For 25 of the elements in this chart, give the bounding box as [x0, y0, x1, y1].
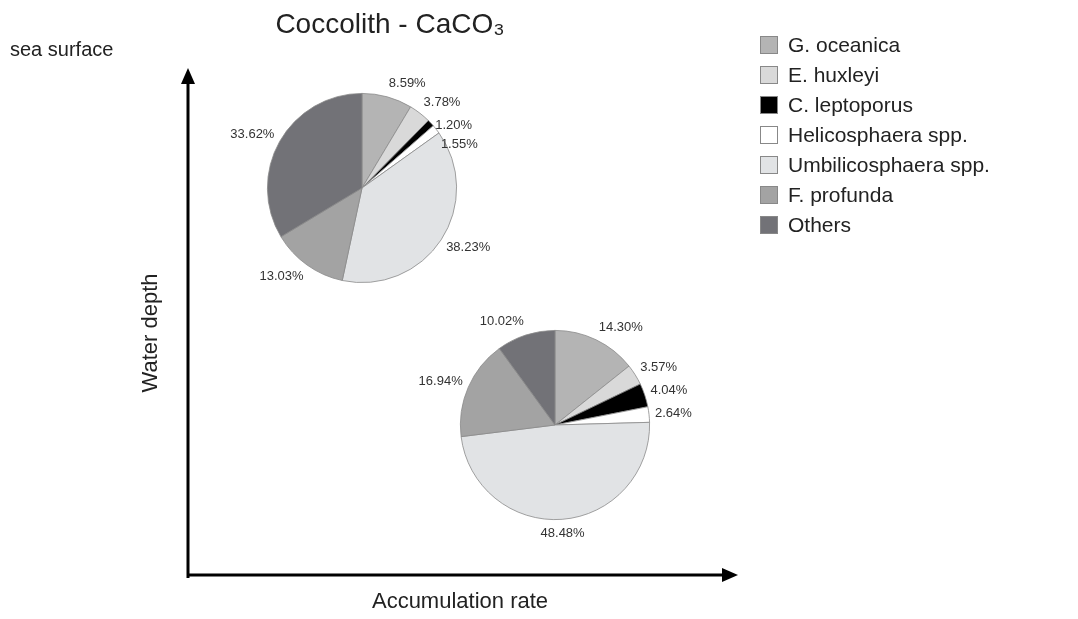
legend-label: G. oceanica: [788, 33, 901, 57]
data-label: 4.04%: [650, 382, 688, 398]
data-label: 33.62%: [230, 126, 275, 142]
data-label: 2.64%: [654, 404, 693, 420]
text: sea surface: [10, 38, 114, 61]
data-label: 13.03%: [259, 267, 304, 283]
data-label: 8.59%: [388, 74, 427, 90]
legend-label: C. leptoporus: [788, 93, 913, 117]
data-label: 3.57%: [640, 358, 678, 374]
data-label: 38.23%: [446, 239, 491, 255]
data-label: 3.78%: [423, 93, 461, 109]
text: Water depth: [137, 272, 163, 395]
legend-label: Helicosphaera spp.: [788, 123, 968, 147]
legend-label: E. huxleyi: [788, 63, 880, 87]
data-label: 14.30%: [598, 318, 644, 334]
legend-label: Others: [788, 213, 852, 237]
text: Accumulation rate: [370, 588, 550, 614]
data-label: 48.48%: [540, 524, 586, 540]
data-label: 1.20%: [435, 117, 473, 133]
legend-label: F. profunda: [788, 183, 894, 207]
data-label: 16.94%: [418, 373, 464, 389]
data-label: 1.55%: [440, 136, 479, 152]
chart-title: Coccolith - CaCO₃: [274, 8, 506, 40]
data-label: 10.02%: [479, 313, 525, 329]
legend-label: Umbilicosphaera spp.: [788, 153, 990, 177]
